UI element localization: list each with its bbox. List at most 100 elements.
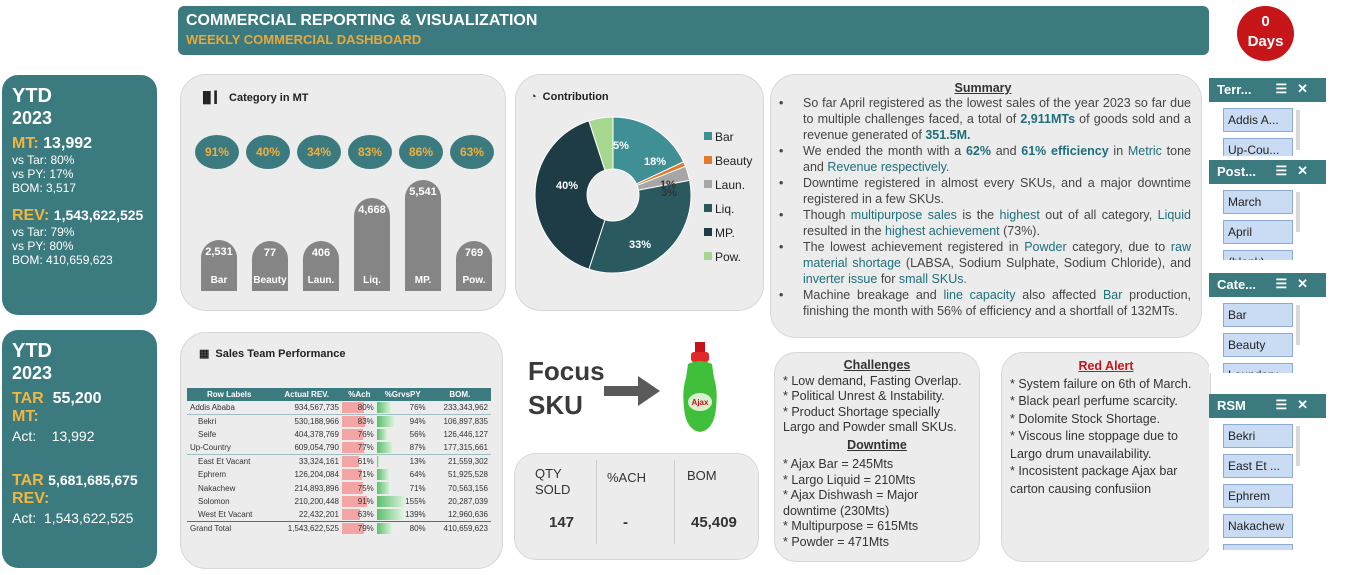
legend-swatch — [704, 180, 712, 188]
bar-value-label: 769 — [464, 247, 484, 259]
slicer-item[interactable]: Nakachew — [1223, 514, 1293, 538]
arrow-right-icon — [604, 376, 660, 406]
slicer-item[interactable]: (blank) — [1223, 250, 1293, 260]
sales-team-table: Row Labels Actual REV. %Ach %GrvsPY BOM. Add… — [187, 388, 491, 535]
territory-slicer[interactable]: Terr... ☰✕ Addis A... Up-Cou... — [1209, 78, 1326, 156]
slicer-scrollbar[interactable] — [1296, 192, 1300, 232]
slicer-title: RSM — [1217, 398, 1246, 413]
category-bar — [354, 197, 390, 291]
table-row: East Et Vacant 33,324,161 61% 13% 21,559,302 — [198, 456, 488, 467]
challenge-item: * Product Shortage specially Largo and P… — [783, 404, 957, 435]
days-badge: 0 Days — [1237, 6, 1294, 61]
achievement-bubble: 34% — [297, 135, 341, 169]
multi-select-icon[interactable]: ☰ — [1275, 81, 1298, 96]
ytd-title: YTD — [12, 85, 52, 107]
achievement-bubble: 83% — [348, 135, 392, 169]
contribution-title: Contribution — [542, 91, 609, 103]
slicer-item[interactable]: Up-Cou... — [1223, 138, 1293, 156]
table-column-header[interactable]: BOM. — [428, 388, 491, 401]
bar-category-label: Beauty — [253, 275, 287, 286]
legend-label: Bar — [715, 130, 734, 144]
table-row: Addis Ababa 934,567,735 80% 76% 233,343,962 — [187, 401, 491, 415]
clear-filter-icon[interactable]: ✕ — [1297, 81, 1318, 96]
table-row: West Et Vacant 22,432,201 63% 139% 12,960,63… — [198, 509, 488, 521]
multi-select-icon[interactable]: ☰ — [1275, 276, 1298, 291]
slicer-item[interactable]: East Et ... — [1223, 454, 1293, 478]
slicer-item[interactable]: Addis A... — [1223, 108, 1293, 132]
multi-select-icon[interactable]: ☰ — [1275, 163, 1298, 178]
category-slicer[interactable]: Cate... ☰✕ Bar Beauty Laundary — [1209, 273, 1326, 373]
clear-filter-icon[interactable]: ✕ — [1297, 397, 1318, 412]
slicer-title: Post... — [1217, 164, 1257, 179]
rev-bom: BOM: 410,659,623 — [12, 253, 113, 267]
table-row: Up-Country 609,054,790 77% 87% 177,315,661 — [187, 441, 491, 455]
summary-panel: Summary So far April registered as the l… — [770, 74, 1202, 338]
ach-label: %ACH — [607, 470, 647, 485]
ytd-summary-card: YTD 2023 MT: 13,992 vs Tar: 80% vs PY: 1… — [2, 75, 157, 315]
slicer-item[interactable]: Laundary — [1223, 363, 1293, 373]
slicer-header: Terr... ☰✕ — [1209, 78, 1326, 102]
focus-line-1: Focus — [528, 356, 605, 386]
slicer-scrollbar[interactable] — [1296, 110, 1300, 150]
summary-bullet: Machine breakage and line capacity also … — [775, 287, 1191, 319]
category-bar — [303, 241, 339, 291]
clear-filter-icon[interactable]: ✕ — [1297, 276, 1318, 291]
slicer-item[interactable]: Seife — [1223, 544, 1293, 550]
slicer-item[interactable]: Beauty — [1223, 333, 1293, 357]
table-column-header[interactable]: %Ach — [341, 388, 377, 401]
bar-value-label: 2,531 — [205, 246, 233, 259]
act-mt-label: Act: — [12, 428, 37, 444]
mt-vs-py: vs PY: 17% — [12, 167, 74, 181]
focus-line-2: SKU — [528, 390, 583, 420]
ajax-bottle-label: Ajax — [692, 398, 709, 407]
qty-sold-value: 147 — [549, 514, 575, 531]
bar-category-label: Pow. — [462, 275, 486, 286]
bom-value: 45,409 — [691, 514, 737, 531]
slicer-item[interactable]: Ephrem — [1223, 484, 1293, 508]
slicer-scrollbar[interactable] — [1296, 305, 1300, 345]
slicer-scrollbar[interactable] — [1296, 426, 1300, 466]
red-alert-item: * Black pearl perfume scarcity. — [1010, 394, 1178, 408]
table-row: Nakachew 214,893,896 75% 71% 70,563,156 — [198, 482, 488, 494]
contribution-panel: ◔ Contribution 18% 1% 3% 33% 40% 5% Bar Beauty La… — [515, 74, 764, 311]
category-bar — [456, 241, 492, 291]
achievement-bubble: 86% — [399, 135, 443, 169]
table-column-header[interactable]: %GrvsPY — [376, 388, 429, 401]
slicer-item[interactable]: March — [1223, 190, 1293, 214]
period-slicer[interactable]: Post... ☰✕ March April (blank) — [1209, 160, 1326, 260]
rev-label: REV: — [12, 207, 50, 224]
rsm-slicer[interactable]: RSM ☰✕ Bekri East Et ... Ephrem Nakachew Seife — [1209, 394, 1326, 550]
slicer-header: Cate... ☰✕ — [1209, 273, 1326, 297]
legend-label: MP. — [715, 226, 735, 240]
donut-slice-mp — [534, 120, 606, 270]
slicer-header: Post... ☰✕ — [1209, 160, 1326, 184]
dashboard-title: COMMERCIAL REPORTING & VISUALIZATION — [186, 12, 538, 29]
legend-swatch — [704, 204, 712, 212]
slicer-item[interactable]: Bekri — [1223, 424, 1293, 448]
table-column-header[interactable]: Row Labels — [187, 388, 272, 401]
slicer-item[interactable]: April — [1223, 220, 1293, 244]
legend-label: Laun. — [715, 178, 745, 192]
tar-mt-label: TAR — [12, 390, 44, 407]
legend-swatch — [704, 252, 712, 260]
slicer-header: RSM ☰✕ — [1209, 394, 1326, 418]
rev-vs-tar: vs Tar: 79% — [12, 225, 75, 239]
category-bar — [252, 241, 288, 291]
mt-label: MT: — [12, 135, 39, 152]
bar-category-label: Laun. — [307, 275, 335, 286]
category-title: Category in MT — [229, 92, 309, 104]
slicer-item[interactable]: Bar — [1223, 303, 1293, 327]
table-icon: ▦ — [199, 348, 210, 360]
pie-chart-icon: ◔ — [530, 91, 537, 103]
downtime-item: * Powder = 471Mts — [783, 534, 889, 549]
dashboard-header: COMMERCIAL REPORTING & VISUALIZATION WEE… — [178, 6, 1209, 55]
summary-bullet: Downtime registered in almost every SKUs… — [775, 175, 1191, 207]
multi-select-icon[interactable]: ☰ — [1275, 397, 1298, 412]
table-column-header[interactable]: Actual REV. — [271, 388, 342, 401]
bar-value-label: 4,668 — [358, 203, 386, 216]
clear-filter-icon[interactable]: ✕ — [1297, 163, 1318, 178]
red-alert-title: Red Alert — [1078, 359, 1134, 373]
bar-category-label: MP. — [414, 275, 432, 286]
act-rev-label: Act: — [12, 510, 37, 526]
summary-title: Summary — [954, 81, 1012, 95]
